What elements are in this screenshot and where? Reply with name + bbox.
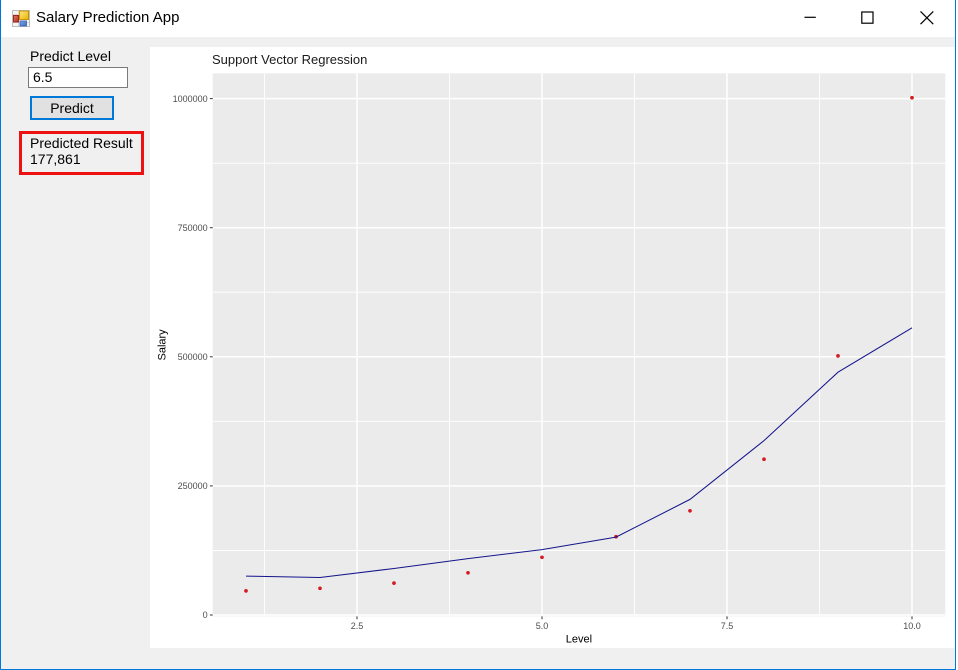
svg-text:0: 0 [203,610,208,620]
svg-text:10.0: 10.0 [903,621,921,631]
svg-text:250000: 250000 [178,481,208,491]
svg-text:5.0: 5.0 [536,621,549,631]
svg-text:Salary: Salary [157,329,169,361]
svg-text:1000000: 1000000 [173,94,208,104]
svg-text:750000: 750000 [178,223,208,233]
svg-text:500000: 500000 [178,352,208,362]
svg-text:Support Vector Regression: Support Vector Regression [212,52,367,67]
svg-text:7.5: 7.5 [721,621,734,631]
svg-text:Level: Level [566,634,592,646]
svg-text:2.5: 2.5 [351,621,364,631]
